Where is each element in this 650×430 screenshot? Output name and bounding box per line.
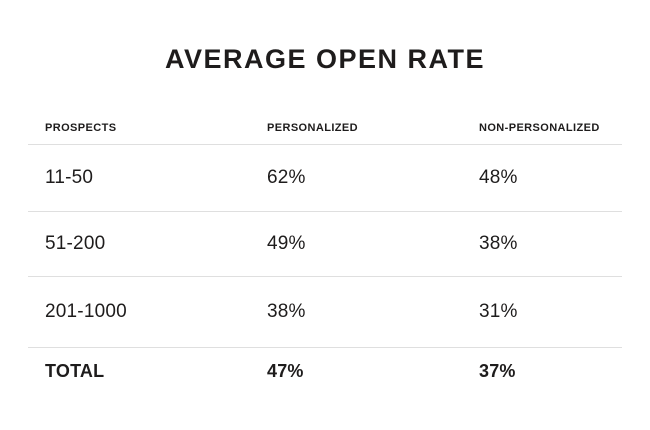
cell-non-personalized: 48% [479,167,518,188]
table-total-row: TOTAL 47% 37% [28,348,622,394]
table-row: 51-200 49% 38% [28,212,622,277]
cell-prospects: 11-50 [45,167,94,188]
table-row: 201-1000 38% 31% [28,277,622,348]
table-header-row: PROSPECTS PERSONALIZED NON-PERSONALIZED [28,112,622,145]
cell-personalized: 62% [267,167,306,188]
column-header-prospects: PROSPECTS [45,122,117,134]
cell-personalized: 38% [267,301,306,322]
page-title: AVERAGE OPEN RATE [164,44,486,74]
total-non-personalized: 37% [479,360,516,381]
cell-non-personalized: 31% [479,301,518,322]
table-row: 11-50 62% 48% [28,145,622,212]
total-label: TOTAL [45,360,105,381]
cell-personalized: 49% [267,233,306,254]
column-header-non-personalized: NON-PERSONALIZED [479,122,600,134]
total-personalized: 47% [267,360,304,381]
column-header-personalized: PERSONALIZED [267,122,358,134]
cell-prospects: 201-1000 [45,301,127,322]
cell-prospects: 51-200 [45,233,106,254]
cell-non-personalized: 38% [479,233,518,254]
open-rate-table: PROSPECTS PERSONALIZED NON-PERSONALIZED … [28,112,622,394]
